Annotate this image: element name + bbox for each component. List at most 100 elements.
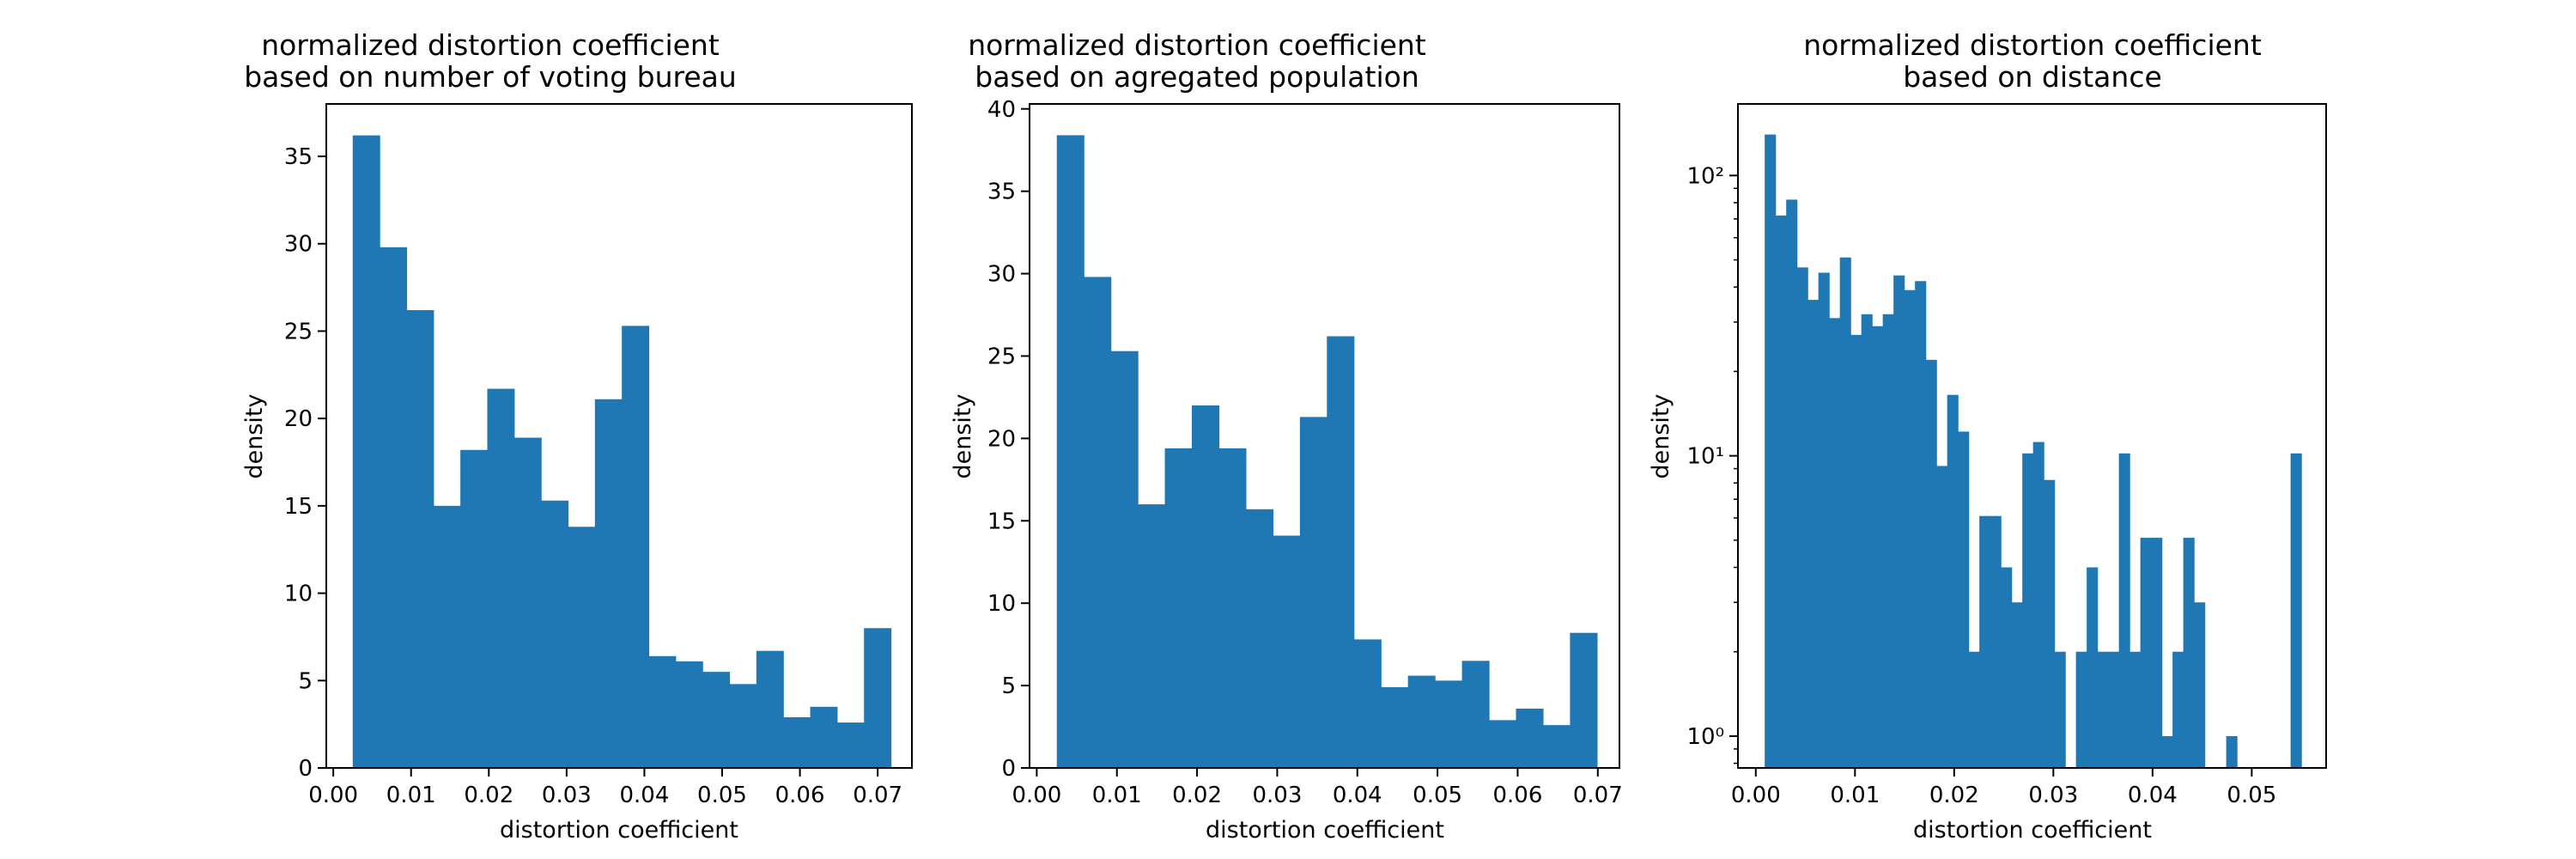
y-tick-label: 35 [284,144,313,170]
y-tick-label: 15 [987,509,1016,534]
x-tick-label: 0.07 [853,783,902,808]
histogram-bar [2108,651,2120,768]
histogram-bar [2161,735,2173,768]
chart-title-line-2: based on distance [1903,60,2162,94]
x-tick-label: 0.03 [2028,783,2078,808]
x-tick-label: 0.06 [775,783,825,808]
histogram-bar [1861,314,1873,768]
y-tick-label: 10⁰ [1686,724,1724,750]
x-tick-label: 0.00 [1731,783,1781,808]
plot-frame [325,103,913,769]
histogram-bar [2075,651,2087,768]
histogram-bar [487,388,515,768]
histogram-bar [1461,661,1490,768]
x-axis-label: distortion coefficient [500,817,738,844]
chart-panel-2: normalized distortion coefficient based … [950,28,1623,844]
histogram-bar [1829,318,1841,768]
histogram-bar [783,717,811,768]
histogram-bar [1327,336,1355,768]
y-tick-label: 30 [987,262,1016,288]
histogram-bar [1765,134,1777,768]
y-ticks: 10⁰ 10¹ 10² [1686,163,1738,765]
x-tick-label: 0.06 [1493,783,1543,808]
histogram-bar [702,672,731,768]
histogram-bar [864,628,892,768]
histogram-bar [2022,453,2034,768]
histogram-bar [594,399,623,768]
histogram-bar [1850,334,1862,768]
histogram-bar [2032,442,2044,768]
plot-frame [1737,103,2327,769]
histogram-bar [2172,651,2184,768]
y-tick-label: 5 [1001,673,1016,699]
histogram-bar [2183,538,2195,768]
histogram-bar [1925,359,1937,768]
histogram-bar [2097,651,2109,768]
histogram-bar [1947,394,1959,768]
x-tick-label: 0.01 [1092,783,1142,808]
bars [1765,134,2302,769]
chart-panel-3: normalized distortion coefficient based … [1648,28,2327,844]
histogram-bar [1807,300,1820,769]
histogram-bar [2011,602,2023,768]
x-tick-label: 0.01 [386,783,436,808]
histogram-bar [1192,405,1220,768]
x-tick-label: 0.03 [1252,783,1302,808]
y-ticks: 0 5 10 15 20 25 30 35 [284,144,326,782]
histogram-bar [568,527,596,768]
histogram-bar [2226,735,2238,768]
histogram-bar [1958,431,1970,768]
histogram-bar [2087,567,2099,768]
histogram-bar [1796,267,1808,768]
histogram-bar [1218,448,1247,768]
y-tick-label: 25 [284,319,313,344]
chart-title-line-1: normalized distortion coefficient [968,28,1426,62]
histogram-bar [1084,277,1112,768]
x-tick-label: 0.05 [2227,783,2276,808]
histogram-bar [1299,417,1327,768]
histogram-bar [2290,453,2302,768]
y-tick-label: 0 [1001,756,1016,782]
histogram-bar [460,449,489,768]
histogram-bar [1353,639,1382,768]
x-tick-label: 0.04 [2128,783,2178,808]
x-tick-label: 0.02 [1172,783,1222,808]
histogram-bar [1245,509,1273,768]
histogram-bar [1542,725,1571,768]
y-tick-label: 10 [284,582,313,607]
x-axis-label: distortion coefficient [1913,817,2152,844]
chart-panel-1: normalized distortion coefficient based … [241,28,913,844]
histogram-bar [1273,535,1301,768]
histogram-bar [1110,350,1139,768]
histogram-bar [1882,314,1894,768]
x-tick-label: 0.02 [1929,783,1979,808]
x-tick-label: 0.04 [619,783,669,808]
y-tick-label: 0 [298,756,313,782]
histogram-bar [622,326,650,769]
bars [1056,135,1598,768]
histogram-bar [1435,680,1463,768]
x-tick-label: 0.00 [308,783,358,808]
chart-title-line-1: normalized distortion coefficient [1803,28,2262,62]
histogram-bar [756,650,784,768]
x-tick-label: 0.03 [542,783,592,808]
histogram-bar [1893,275,1905,768]
histogram-bar [1056,135,1084,768]
histogram-bar [1968,651,1980,768]
histogram-bar [2194,602,2206,768]
histogram-bar [2151,538,2163,768]
x-tick-label: 0.04 [1333,783,1382,808]
y-axis-label: density [1648,393,1674,478]
histogram-bar [352,135,380,768]
histogram-bar [1138,504,1166,768]
y-tick-label: 35 [987,180,1016,205]
x-tick-label: 0.05 [1413,783,1462,808]
x-ticks: 0.00 0.01 0.02 0.03 0.04 0.05 [1731,768,2276,808]
y-axis-label: density [241,393,268,478]
y-tick-label: 30 [284,232,313,258]
y-tick-label: 40 [987,97,1016,123]
histogram-bar [2129,651,2142,768]
histogram-bar [2044,479,2056,768]
x-tick-label: 0.00 [1012,783,1061,808]
